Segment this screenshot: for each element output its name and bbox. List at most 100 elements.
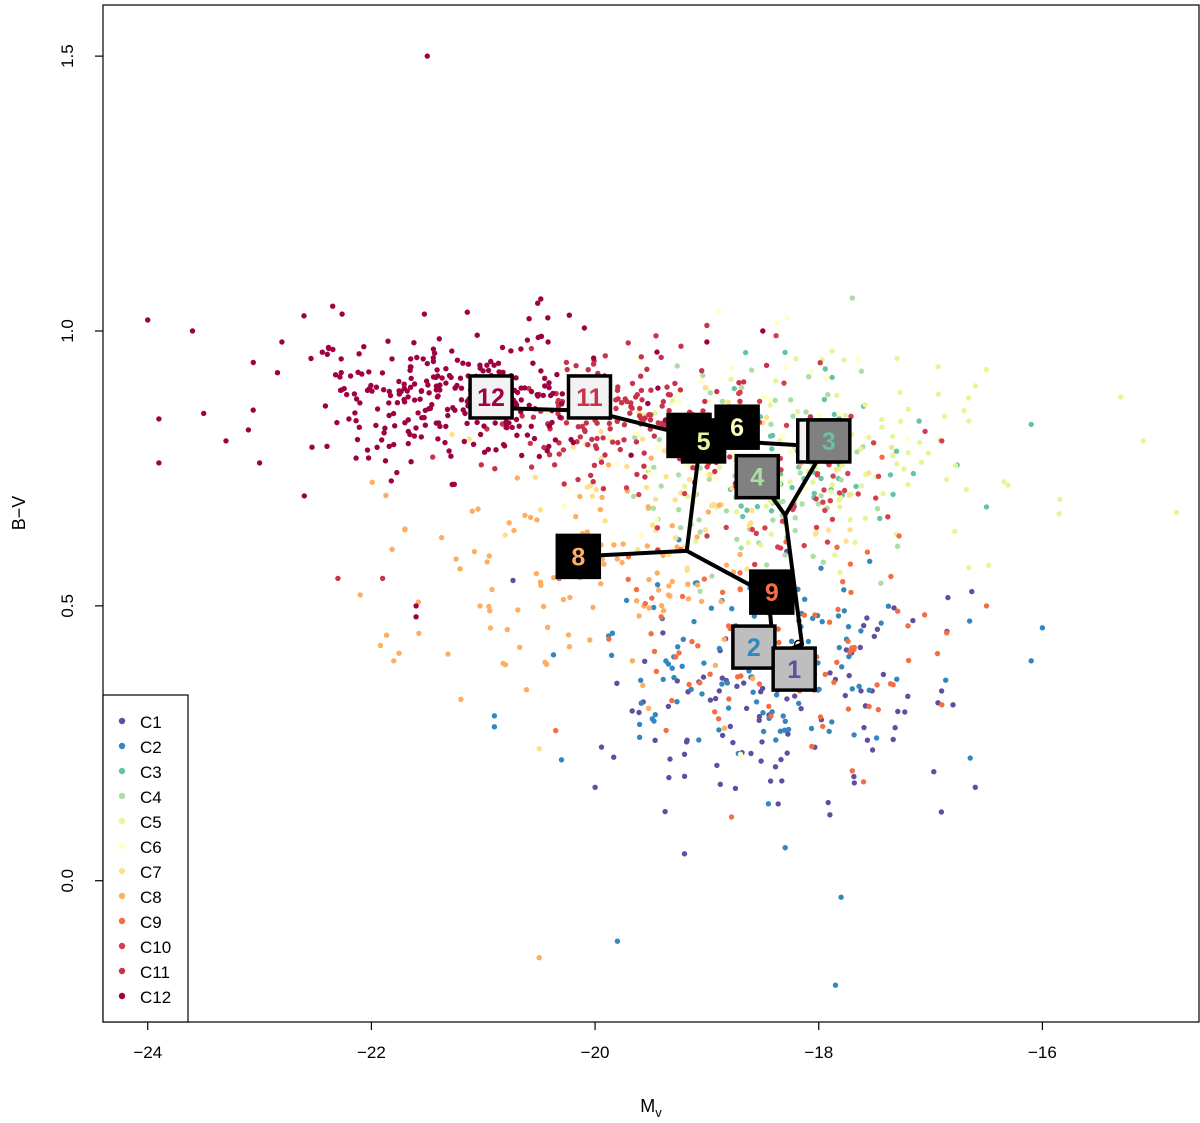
data-point-c12: [566, 312, 572, 318]
data-point-c12: [443, 366, 449, 372]
data-point-c12: [407, 384, 414, 390]
cluster-node-12: 12: [468, 374, 514, 420]
data-point-c2: [780, 713, 786, 719]
data-point-c12: [470, 441, 477, 447]
data-point-c4: [780, 498, 786, 505]
data-point-c3: [829, 374, 835, 381]
data-point-c6: [647, 471, 653, 477]
data-point-c10: [817, 360, 823, 366]
data-point-c5: [839, 462, 845, 468]
data-point-c12: [420, 356, 426, 362]
cluster-node-label: 8: [571, 543, 585, 571]
data-point-c11: [621, 422, 628, 428]
y-tick-label: 1.5: [58, 44, 77, 68]
cluster-node-8: 8: [555, 533, 602, 580]
data-point-c8: [477, 603, 483, 609]
data-point-c12: [554, 371, 560, 378]
legend-item-c10: C10: [118, 938, 171, 957]
data-point-c2: [674, 699, 680, 705]
data-point-c7: [702, 384, 708, 391]
data-point-c12: [536, 453, 542, 460]
data-point-c9: [820, 723, 826, 730]
data-point-c2: [724, 680, 730, 686]
data-point-c12: [392, 423, 398, 429]
data-point-c4: [658, 483, 664, 489]
data-point-c12: [546, 384, 552, 391]
data-point-c10: [773, 333, 779, 339]
cluster-node-label: 5: [697, 428, 711, 456]
data-point-c10: [813, 496, 819, 502]
data-point-c2: [841, 587, 847, 593]
data-point-c9: [864, 549, 871, 555]
data-point-c1: [642, 658, 648, 664]
data-point-c1: [510, 577, 516, 584]
data-point-c7: [843, 538, 849, 544]
data-point-c12: [405, 417, 411, 423]
data-point-c1: [683, 739, 690, 745]
data-point-c11: [600, 486, 607, 492]
data-point-c8: [599, 494, 605, 501]
data-point-c2: [675, 644, 681, 650]
data-point-c12: [437, 423, 443, 430]
data-point-c12: [415, 410, 421, 416]
data-point-c9: [847, 649, 853, 655]
data-point-c5: [862, 402, 868, 408]
data-point-c4: [678, 525, 684, 531]
data-point-c1: [660, 630, 666, 636]
data-point-c8: [633, 598, 640, 604]
data-point-c6: [767, 397, 773, 403]
data-point-c7: [707, 471, 713, 478]
data-point-c6: [774, 320, 780, 326]
legend-marker: [118, 792, 126, 800]
data-point-c5: [834, 392, 840, 398]
data-point-c5: [1057, 496, 1063, 502]
data-point-c12: [542, 375, 548, 381]
data-point-c1: [827, 812, 833, 818]
data-point-c11: [633, 439, 640, 445]
data-point-c12: [474, 419, 480, 426]
data-point-c1: [614, 680, 620, 686]
data-point-c8: [522, 512, 528, 519]
data-point-c12: [408, 375, 414, 382]
legend-item-c3: C3: [118, 763, 162, 782]
data-point-c12: [407, 367, 413, 373]
data-point-c4: [849, 295, 855, 301]
data-point-c11: [564, 366, 570, 373]
data-point-c11: [618, 400, 625, 406]
data-point-c10: [836, 490, 843, 496]
data-point-c9: [648, 631, 654, 637]
data-point-c4: [734, 536, 740, 542]
data-point-c8: [383, 632, 390, 638]
data-point-c12: [419, 415, 425, 421]
data-point-c11: [634, 392, 640, 398]
data-point-c5: [952, 463, 959, 469]
data-point-c12: [385, 338, 391, 344]
cluster-node-label: 6: [730, 414, 744, 442]
data-point-c9: [817, 714, 824, 720]
data-point-c11: [638, 354, 644, 360]
data-point-c11: [560, 447, 567, 453]
data-point-c10: [781, 380, 787, 386]
data-point-c7: [624, 463, 630, 470]
cluster-node-label: 2: [747, 634, 761, 662]
data-point-c2: [679, 663, 685, 669]
data-point-c12: [654, 349, 660, 355]
data-point-c2: [788, 638, 795, 644]
data-point-c2: [708, 605, 715, 611]
data-point-c1: [748, 750, 754, 757]
data-point-c5: [866, 434, 872, 441]
data-point-c4: [874, 505, 881, 512]
data-point-c8: [712, 662, 719, 668]
data-point-c6: [713, 476, 719, 482]
legend-label: C7: [140, 863, 162, 882]
data-point-c2: [808, 725, 815, 732]
data-point-c1: [851, 773, 857, 780]
data-point-c9: [822, 671, 828, 678]
data-point-c12: [408, 356, 414, 362]
data-point-c12: [477, 431, 484, 438]
legend-item-c4: C4: [118, 788, 162, 807]
legend-item-c1: C1: [118, 713, 162, 732]
data-point-c2: [663, 658, 669, 664]
data-point-c4: [650, 505, 657, 511]
data-point-c1: [869, 747, 876, 753]
